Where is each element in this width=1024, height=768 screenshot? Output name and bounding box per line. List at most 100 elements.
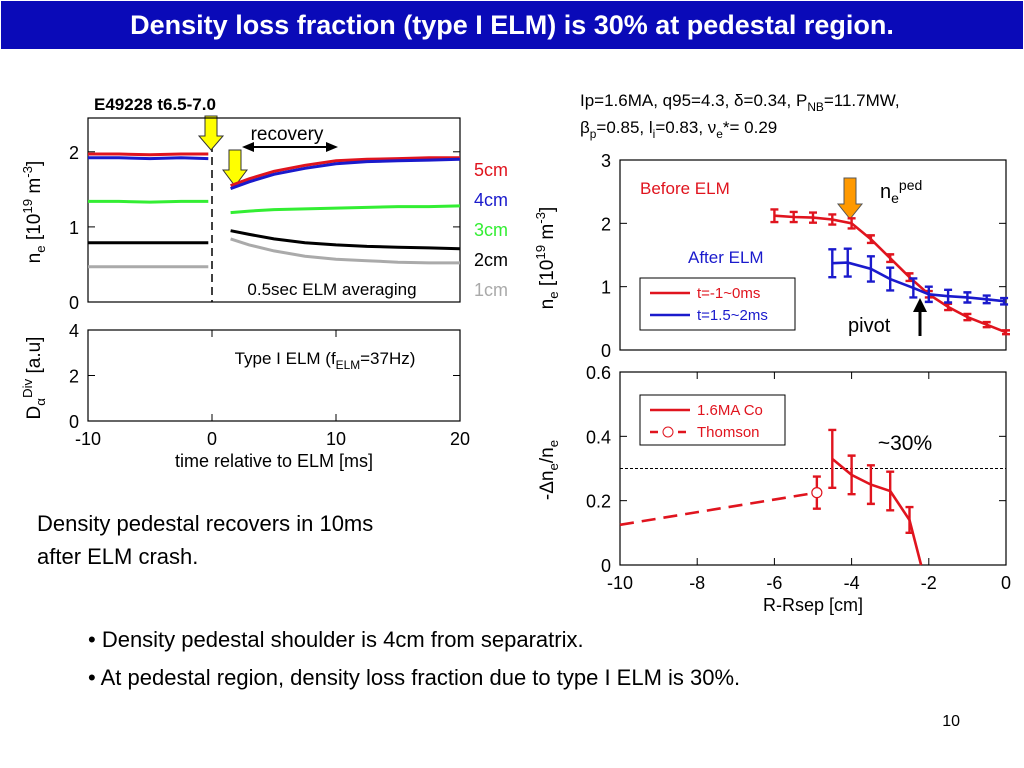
x-tick-label: 10 — [326, 429, 346, 449]
legend-label: Thomson — [697, 424, 760, 441]
error-bar — [847, 217, 856, 230]
y-axis-label-part: Div — [20, 378, 35, 398]
y-axis-label-part: ] — [537, 207, 558, 212]
y-axis-label-part: n — [24, 253, 45, 264]
series-line — [88, 152, 460, 188]
parameters-line-part: =11.7MW, — [824, 91, 900, 110]
series-line — [88, 156, 461, 191]
x-tick-label: -4 — [844, 573, 860, 593]
y-axis-label-part: e — [33, 245, 48, 252]
y-axis-label: DαDiv [a.u] — [20, 337, 48, 420]
legend-label: 5cm — [474, 160, 508, 180]
legend-box — [639, 394, 786, 446]
series-line — [88, 199, 461, 215]
legend-label: 1.6MA Co — [697, 402, 763, 419]
y-tick-label: 3 — [601, 151, 611, 171]
error-bar — [886, 253, 895, 264]
series-line — [88, 237, 460, 269]
page-number: 10 — [942, 713, 960, 730]
y-axis-label-part: 19 — [533, 245, 548, 260]
plot-frame — [87, 329, 461, 422]
annotation-part: ped — [899, 177, 922, 193]
yellow-arrow — [197, 115, 225, 151]
x-tick-label: -10 — [75, 429, 101, 449]
plot-frame — [619, 159, 1007, 351]
y-axis-label-part: m — [24, 178, 45, 199]
error-bar — [1002, 329, 1010, 336]
y-tick-label: 0.2 — [586, 492, 611, 512]
series-line — [831, 457, 923, 566]
x-tick-label: -8 — [689, 573, 705, 593]
error-bar — [963, 291, 972, 304]
series-line — [832, 261, 1005, 303]
error-bar — [847, 454, 856, 496]
legend-label: 4cm — [474, 190, 508, 210]
error-bar — [944, 302, 953, 312]
y-axis-label-part: [10 — [537, 260, 558, 292]
parameters-line: βp=0.85, li=0.83, νe*= 0.29 — [580, 118, 777, 141]
annotation: After ELM — [688, 248, 764, 267]
yellow-arrow — [222, 149, 248, 187]
y-tick-label: 0 — [601, 341, 611, 361]
note-line: after ELM crash. — [37, 544, 198, 569]
x-tick-label: -10 — [607, 573, 633, 593]
parameters-line-part: e — [716, 127, 723, 141]
parameters-line-part: =0.83, ν — [655, 118, 716, 137]
error-bar — [982, 294, 991, 305]
y-axis-label-part: e — [546, 291, 561, 298]
y-axis-label-part: [10 — [24, 214, 45, 246]
parameters-line-part: i — [653, 127, 656, 141]
error-bar — [866, 255, 875, 283]
error-bar — [770, 208, 779, 224]
parameters-line-part: p — [590, 127, 597, 141]
parameters-line-part: =0.85, l — [596, 118, 652, 137]
annotation-background — [218, 278, 446, 301]
x-tick-label: 0 — [207, 429, 217, 449]
error-bar — [828, 213, 837, 226]
legend-marker — [662, 426, 674, 438]
y-axis-label-part: -3 — [20, 166, 35, 178]
y-axis-label-part: α — [33, 398, 48, 406]
error-bar — [886, 266, 895, 292]
slide-title: Density loss fraction (type I ELM) is 30… — [130, 10, 894, 40]
y-axis-label-part: D — [24, 406, 45, 420]
y-axis-label-part: [a.u] — [24, 337, 45, 379]
annotation: Before ELM — [640, 179, 730, 198]
y-axis-label-part: ] — [24, 161, 45, 166]
series-line — [619, 491, 818, 527]
chart-title: E49228 t6.5-7.0 — [94, 95, 216, 114]
marker — [811, 487, 823, 499]
x-tick-label: 20 — [450, 429, 470, 449]
y-axis-label-part: -3 — [533, 212, 548, 224]
y-tick-label: 2 — [69, 367, 79, 387]
header-bar — [0, 0, 1024, 51]
orange-arrow — [836, 177, 864, 220]
legend-box — [639, 277, 796, 331]
annotation-part: Type I ELM (f — [235, 349, 336, 368]
parameters-line-part: *= 0.29 — [723, 118, 777, 137]
y-axis-label: ne [1019 m-3] — [533, 207, 561, 310]
legend-label: 1cm — [474, 280, 508, 300]
y-axis-label-part: e — [546, 463, 561, 470]
parameters-line-part: NB — [807, 100, 824, 114]
y-tick-label: 0.6 — [586, 363, 611, 383]
x-tick-label: -6 — [766, 573, 782, 593]
error-bar — [905, 505, 914, 535]
legend-label: 2cm — [474, 250, 508, 270]
x-axis-label: time relative to ELM [ms] — [175, 451, 373, 471]
y-tick-label: 0 — [69, 293, 79, 313]
annotation: recovery — [251, 124, 324, 145]
annotation-part: ELM — [336, 358, 360, 372]
y-axis-label: ne [1019 m-3] — [20, 161, 48, 264]
series-line — [88, 229, 461, 251]
annotation: 0.5sec ELM averaging — [247, 280, 416, 299]
y-axis-label: -Δne/ne — [537, 440, 561, 500]
error-bar — [886, 470, 895, 512]
parameters-line: Ip=1.6MA, q95=4.3, δ=0.34, PNB=11.7MW, — [580, 91, 900, 114]
bullet: • Density pedestal shoulder is 4cm from … — [88, 627, 584, 652]
error-bar — [828, 428, 837, 489]
y-tick-label: 0.4 — [586, 427, 611, 447]
y-axis-label-part: m — [537, 224, 558, 245]
legend-label: t=-1~0ms — [697, 285, 760, 302]
